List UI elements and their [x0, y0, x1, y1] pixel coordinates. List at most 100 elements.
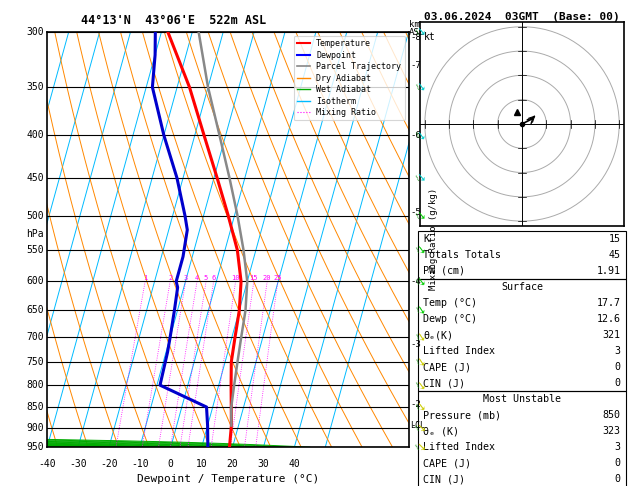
Text: 3: 3: [615, 442, 621, 452]
Text: 850: 850: [26, 402, 44, 412]
Text: 0: 0: [615, 474, 621, 485]
Text: 44°13'N  43°06'E  522m ASL: 44°13'N 43°06'E 522m ASL: [81, 14, 266, 27]
Text: -40: -40: [38, 459, 56, 469]
Text: 900: 900: [26, 423, 44, 433]
Text: -20: -20: [100, 459, 118, 469]
Text: 350: 350: [26, 82, 44, 92]
Text: -10: -10: [131, 459, 148, 469]
Text: -5: -5: [410, 208, 421, 217]
Text: 2: 2: [168, 276, 172, 281]
Text: →: →: [413, 330, 427, 344]
Text: CAPE (J): CAPE (J): [423, 458, 471, 469]
Text: /: /: [416, 334, 421, 340]
Text: 500: 500: [26, 211, 44, 221]
Text: /: /: [415, 247, 421, 253]
Text: /: /: [415, 29, 421, 35]
Text: 10: 10: [231, 276, 240, 281]
Text: 1.91: 1.91: [597, 266, 621, 276]
Text: →: →: [413, 243, 427, 257]
Text: 0: 0: [615, 362, 621, 372]
Text: -7: -7: [410, 61, 421, 70]
Text: /: /: [415, 444, 421, 450]
Legend: Temperature, Dewpoint, Parcel Trajectory, Dry Adiabat, Wet Adiabat, Isotherm, Mi: Temperature, Dewpoint, Parcel Trajectory…: [294, 36, 404, 121]
Text: -30: -30: [69, 459, 87, 469]
Text: Most Unstable: Most Unstable: [483, 394, 561, 404]
Text: CAPE (J): CAPE (J): [423, 362, 471, 372]
Text: 5: 5: [204, 276, 208, 281]
Text: 03.06.2024  03GMT  (Base: 00): 03.06.2024 03GMT (Base: 00): [424, 12, 620, 22]
Text: 700: 700: [26, 332, 44, 342]
Text: Lifted Index: Lifted Index: [423, 346, 495, 356]
Text: Dewp (°C): Dewp (°C): [423, 314, 477, 324]
Text: 3: 3: [184, 276, 187, 281]
Text: Totals Totals: Totals Totals: [423, 250, 501, 260]
Text: 4: 4: [195, 276, 199, 281]
Text: /: /: [415, 213, 421, 219]
Text: →: →: [413, 440, 427, 454]
Text: →: →: [413, 421, 427, 434]
Text: 800: 800: [26, 380, 44, 390]
Text: 17.7: 17.7: [597, 298, 621, 308]
Text: /: /: [415, 84, 421, 90]
Text: 1: 1: [143, 276, 147, 281]
Text: 300: 300: [26, 27, 44, 36]
Text: -2: -2: [410, 400, 421, 409]
Text: -6: -6: [410, 131, 421, 140]
Text: CIN (J): CIN (J): [423, 474, 465, 485]
Text: LCL: LCL: [410, 421, 425, 430]
Text: 45: 45: [609, 250, 621, 260]
Text: →: →: [413, 379, 427, 392]
Text: θₑ (K): θₑ (K): [423, 426, 459, 436]
Text: Surface: Surface: [501, 282, 543, 292]
Text: /: /: [415, 132, 421, 139]
Text: /: /: [415, 174, 421, 181]
Text: -3: -3: [410, 340, 421, 349]
Text: 12.6: 12.6: [597, 314, 621, 324]
Text: /: /: [415, 278, 421, 285]
Text: 20: 20: [263, 276, 272, 281]
Text: 550: 550: [26, 245, 44, 255]
Text: 650: 650: [26, 305, 44, 315]
Text: Pressure (mb): Pressure (mb): [423, 410, 501, 420]
Text: →: →: [413, 81, 427, 94]
Text: →: →: [413, 275, 427, 288]
Text: 0: 0: [615, 458, 621, 469]
Text: hPa: hPa: [26, 229, 44, 240]
Text: /: /: [416, 307, 421, 313]
Text: Dewpoint / Temperature (°C): Dewpoint / Temperature (°C): [137, 474, 319, 484]
Text: km: km: [409, 20, 420, 29]
Text: 400: 400: [26, 130, 44, 140]
Text: →: →: [413, 209, 427, 223]
Text: →: →: [413, 171, 427, 185]
Text: kt: kt: [424, 32, 436, 42]
Text: 850: 850: [603, 410, 621, 420]
Text: 10: 10: [196, 459, 208, 469]
Text: →: →: [413, 129, 427, 142]
Text: /: /: [415, 404, 421, 410]
Text: 15: 15: [609, 234, 621, 244]
Text: →: →: [413, 400, 427, 414]
Text: CIN (J): CIN (J): [423, 378, 465, 388]
Text: -4: -4: [410, 277, 421, 286]
Text: /: /: [415, 425, 421, 431]
Text: 600: 600: [26, 277, 44, 286]
Text: ASL: ASL: [409, 28, 425, 37]
Text: K: K: [423, 234, 429, 244]
Text: 6: 6: [211, 276, 216, 281]
Text: Temp (°C): Temp (°C): [423, 298, 477, 308]
Text: θₑ(K): θₑ(K): [423, 330, 453, 340]
Text: 40: 40: [289, 459, 300, 469]
Text: Mixing Ratio (g/kg): Mixing Ratio (g/kg): [430, 188, 438, 291]
Text: →: →: [413, 25, 427, 38]
Text: 25: 25: [274, 276, 282, 281]
Text: 30: 30: [258, 459, 269, 469]
Text: 950: 950: [26, 442, 44, 452]
Text: 323: 323: [603, 426, 621, 436]
Text: →: →: [413, 304, 427, 317]
Text: 0: 0: [615, 378, 621, 388]
Text: PW (cm): PW (cm): [423, 266, 465, 276]
Text: 20: 20: [226, 459, 238, 469]
Text: →: →: [413, 355, 427, 368]
Text: 15: 15: [250, 276, 258, 281]
Text: -8: -8: [410, 33, 421, 42]
